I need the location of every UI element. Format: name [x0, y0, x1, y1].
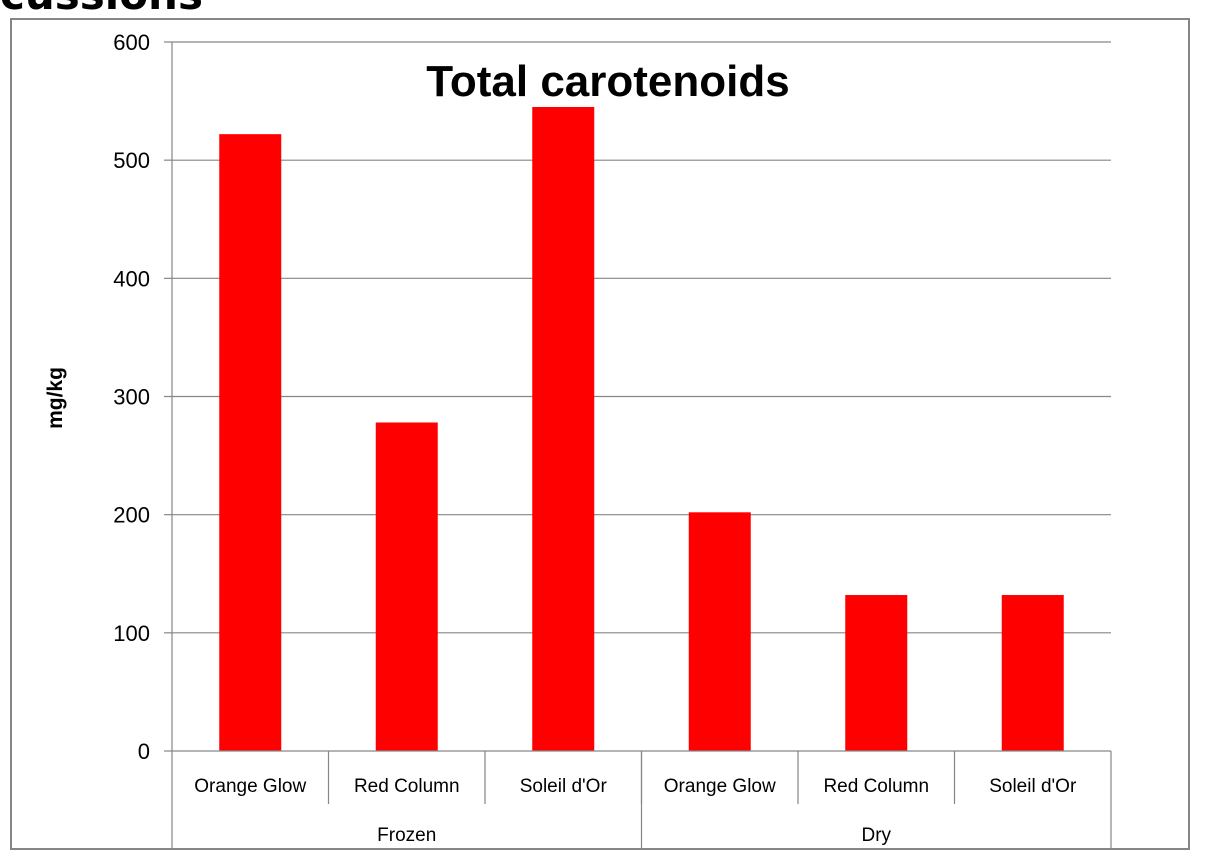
y-tick-labels: 0 100 200 300 400 500 600: [113, 30, 150, 764]
gridlines: [164, 41, 1111, 752]
x-tick-label: Orange Glow: [664, 776, 776, 797]
y-tick-label: 100: [113, 621, 150, 646]
y-tick-label: 500: [113, 148, 150, 173]
bar: [532, 106, 595, 751]
bar: [845, 595, 908, 751]
y-tick-label: 0: [138, 739, 150, 764]
x-tick-label: Soleil d'Or: [520, 776, 608, 797]
group-label: Frozen: [377, 825, 436, 846]
bar: [688, 512, 751, 751]
y-tick-label: 200: [113, 503, 150, 528]
x-tick-label: Red Column: [354, 776, 460, 797]
chart-frame: [10, 18, 1190, 850]
bar: [1001, 595, 1064, 751]
category-axis: Orange Glow Red Column Soleil d'Or Orange G…: [171, 751, 1112, 850]
y-tick-label: 400: [113, 266, 150, 291]
x-tick-label: Red Column: [823, 776, 929, 797]
y-axis-title: mg/kg: [44, 367, 67, 429]
group-label: Dry: [861, 825, 891, 846]
x-tick-label: Orange Glow: [194, 776, 306, 797]
y-tick-label: 300: [113, 385, 150, 410]
x-tick-label: Soleil d'Or: [989, 776, 1077, 797]
bars: [219, 106, 1064, 752]
bar: [219, 134, 282, 752]
bar: [375, 422, 438, 751]
y-tick-label: 600: [113, 30, 150, 55]
chart-title: Total carotenoids: [426, 57, 789, 106]
page-heading: cussions: [0, 0, 203, 16]
